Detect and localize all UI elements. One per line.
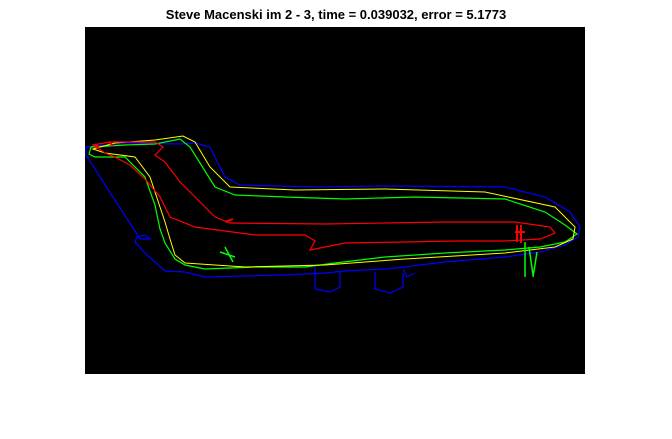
blue-outline xyxy=(85,142,581,278)
red-detail xyxy=(94,141,525,243)
outline-canvas xyxy=(85,135,581,294)
yellow-outline xyxy=(91,135,576,268)
plot-area xyxy=(85,27,585,374)
figure-title: Steve Macenski im 2 - 3, time = 0.039032… xyxy=(165,7,507,22)
green-detail xyxy=(219,242,538,278)
green-outline xyxy=(88,138,579,270)
blue-detail-wheels xyxy=(314,267,416,294)
red-outline xyxy=(91,141,556,251)
